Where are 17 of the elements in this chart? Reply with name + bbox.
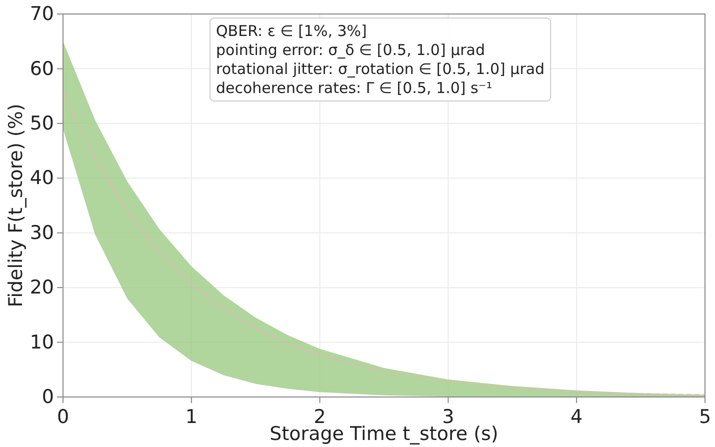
y-tick-label: 60	[30, 58, 54, 80]
x-tick-label: 1	[185, 406, 198, 428]
y-axis-title: Fidelity F(t_store) (%)	[5, 104, 27, 308]
y-tick-label: 30	[30, 222, 54, 244]
x-tick-label: 4	[570, 406, 583, 428]
y-tick-label: 10	[30, 331, 54, 354]
y-tick-label: 40	[30, 167, 54, 190]
x-tick-label: 0	[56, 406, 70, 428]
annotation: pointing error: σ_δ ∈ [0.5, 1.0] μrad	[216, 41, 486, 59]
annotation: QBER: ε ∈ [1%, 3%]	[216, 22, 367, 40]
y-tick-label: 20	[30, 276, 54, 299]
y-tick-label: 70	[30, 3, 54, 26]
x-tick-label: 5	[698, 406, 712, 428]
annotation: rotational jitter: σ_rotation ∈ [0.5, 1.0] μrad	[216, 60, 545, 78]
y-tick-label: 50	[30, 112, 54, 135]
y-tick-label: 0	[42, 386, 54, 408]
annotation: decoherence rates: Γ ∈ [0.5, 1.0] s⁻¹	[216, 79, 492, 97]
